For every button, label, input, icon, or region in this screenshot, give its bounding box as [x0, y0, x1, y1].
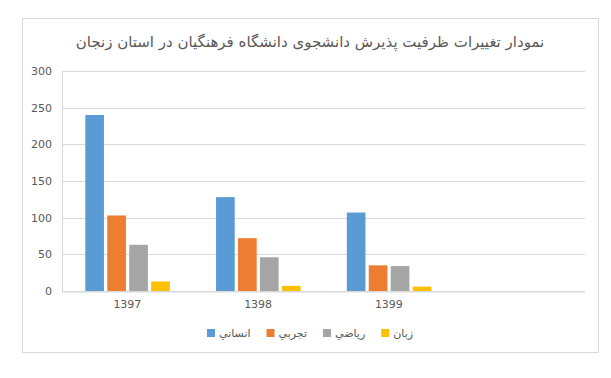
bar	[85, 115, 104, 291]
bar	[347, 213, 366, 291]
legend-item: تجربي	[267, 327, 307, 340]
y-tick-label: 150	[31, 175, 52, 188]
grid-line	[62, 71, 585, 72]
bar	[238, 238, 257, 291]
x-tick-label: 1397	[113, 298, 141, 311]
x-tick: 1399	[375, 298, 403, 311]
y-tick: 0	[45, 285, 62, 298]
bar	[216, 197, 235, 291]
bar	[391, 266, 410, 291]
grid-line	[62, 218, 585, 219]
y-axis: 0 50 100 150 200 250 300	[31, 65, 63, 298]
bar	[282, 286, 301, 291]
grid-line	[62, 291, 585, 292]
legend-item: رياضي	[323, 327, 365, 340]
chart-frame	[23, 19, 599, 353]
x-tick-label: 1399	[375, 298, 403, 311]
series	[129, 245, 409, 291]
series	[107, 215, 387, 291]
x-tick: 1398	[244, 298, 272, 311]
bar	[260, 257, 279, 291]
bar	[129, 245, 148, 291]
legend-label: تجربي	[279, 327, 307, 340]
legend-swatch	[381, 329, 389, 337]
bars	[85, 115, 431, 291]
x-axis: 1397 1398 1399	[63, 292, 586, 311]
legend-label: رياضي	[335, 327, 365, 340]
legend-label: زبان	[393, 327, 413, 340]
grid-line	[62, 144, 585, 145]
bar	[413, 287, 432, 291]
x-tick: 1397	[113, 298, 141, 311]
y-tick-label: 100	[31, 212, 52, 225]
x-tick-label: 1398	[244, 298, 272, 311]
series	[151, 281, 431, 291]
y-tick-label: 200	[31, 138, 52, 151]
bar	[151, 281, 170, 291]
y-tick: 100	[31, 212, 62, 225]
grid	[62, 72, 585, 292]
grid-line	[62, 108, 585, 109]
bar	[107, 215, 126, 291]
legend-item: انساني	[207, 327, 251, 340]
legend-swatch	[267, 329, 275, 337]
y-tick: 300	[31, 65, 62, 78]
bar	[369, 265, 388, 291]
legend-item: زبان	[381, 327, 413, 340]
series	[85, 115, 365, 291]
x-axis-line	[63, 292, 586, 293]
legend-swatch	[207, 329, 215, 337]
y-tick-label: 0	[45, 285, 52, 298]
y-tick-label: 50	[38, 248, 52, 261]
y-axis-line	[62, 72, 63, 292]
y-tick: 50	[38, 248, 62, 261]
y-tick: 150	[31, 175, 62, 188]
legend-label: انساني	[219, 327, 251, 340]
legend: انساني تجربي رياضي زبان	[207, 327, 413, 340]
grid-line	[62, 181, 585, 182]
y-tick-label: 300	[31, 65, 52, 78]
y-tick: 200	[31, 138, 62, 151]
y-tick-label: 250	[31, 102, 52, 115]
legend-swatch	[323, 329, 331, 337]
title: نمودار تغییرات ظرفیت پذیرش دانشجوی دانشگ…	[76, 33, 545, 52]
chart: نمودار تغییرات ظرفیت پذیرش دانشجوی دانشگ…	[0, 0, 611, 378]
y-tick: 250	[31, 102, 62, 115]
